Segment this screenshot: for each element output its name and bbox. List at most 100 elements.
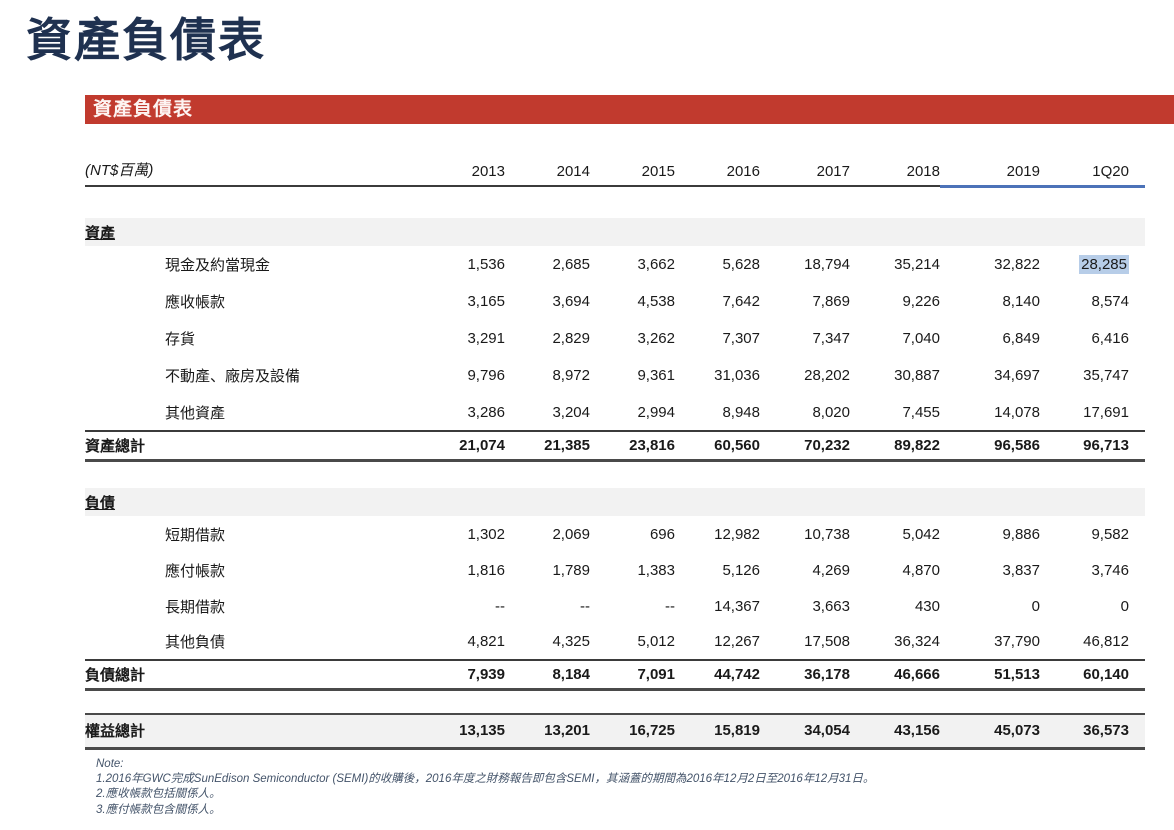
cell: 2,829 — [552, 330, 590, 347]
cell: 3,694 — [552, 293, 590, 310]
cell: 60,560 — [675, 431, 760, 462]
table-header-row: (NT$百萬) 2013 2014 2015 2016 2017 2018 20… — [85, 150, 1145, 188]
cell: 28,202 — [804, 367, 850, 384]
total-row-label: 資產總計 — [85, 431, 420, 462]
cell: 1,816 — [467, 561, 505, 579]
row-label: 短期借款 — [165, 526, 226, 544]
cell: 7,869 — [812, 293, 850, 310]
cell: 4,870 — [902, 561, 940, 579]
cell: 46,666 — [850, 660, 940, 691]
balance-sheet-table-wrap: (NT$百萬) 2013 2014 2015 2016 2017 2018 20… — [85, 150, 1145, 750]
cell: 10,738 — [804, 525, 850, 543]
cell: 96,586 — [940, 431, 1040, 462]
table-row: 存貨 3,291 2,829 3,262 7,307 7,347 7,040 6… — [85, 320, 1145, 357]
row-label: 應收帳款 — [165, 294, 226, 311]
spacer-row — [85, 186, 1145, 218]
footnote-heading: Note: — [96, 758, 124, 770]
row-label: 現金及約當現金 — [165, 257, 271, 274]
cell: 30,887 — [894, 367, 940, 384]
cell: 13,135 — [420, 713, 505, 750]
cell: 44,742 — [675, 660, 760, 691]
table-row: 應付帳款 1,816 1,789 1,383 5,126 4,269 4,870… — [85, 552, 1145, 588]
section-header-liabilities-label: 負債 — [85, 494, 116, 512]
cell: 5,126 — [722, 561, 760, 579]
cell: 8,948 — [675, 394, 760, 432]
cell: 43,156 — [850, 713, 940, 750]
table-row: 現金及約當現金 1,536 2,685 3,662 5,628 18,794 3… — [85, 246, 1145, 283]
cell: 0 — [1031, 597, 1040, 615]
table-row: 其他負債 4,821 4,325 5,012 12,267 17,508 36,… — [85, 624, 1145, 661]
cell: 4,538 — [637, 293, 675, 310]
cell: 4,821 — [420, 624, 505, 661]
section-banner: 資產負債表 — [85, 95, 1174, 124]
cell: 45,073 — [940, 713, 1040, 750]
cell: 8,140 — [1002, 293, 1040, 310]
cell: 7,307 — [722, 330, 760, 347]
cell: 8,184 — [505, 660, 590, 691]
cell: 5,628 — [722, 256, 760, 273]
cell: -- — [665, 597, 675, 615]
cell: 3,746 — [1091, 561, 1129, 579]
cell: 5,042 — [902, 525, 940, 543]
cell: 17,691 — [1040, 394, 1145, 432]
total-row-equity: 權益總計 13,135 13,201 16,725 15,819 34,054 … — [85, 713, 1145, 750]
cell: 21,385 — [505, 431, 590, 462]
cell: 36,324 — [850, 624, 940, 661]
footnote-item: 1.2016年GWC完成SunEdison Semiconductor (SEM… — [96, 773, 875, 786]
cell: 9,361 — [637, 367, 675, 384]
cell: 9,796 — [467, 367, 505, 384]
cell: 3,165 — [467, 293, 505, 310]
cell: 15,819 — [675, 713, 760, 750]
column-header-1q20: 1Q20 — [1040, 150, 1145, 188]
cell: 2,994 — [590, 394, 675, 432]
cell: 9,226 — [902, 293, 940, 310]
column-header-2017: 2017 — [760, 150, 850, 187]
cell: 0 — [1120, 597, 1129, 615]
total-row-assets: 資產總計 21,074 21,385 23,816 60,560 70,232 … — [85, 431, 1145, 462]
unit-label: (NT$百萬) — [85, 150, 420, 187]
total-row-label: 負債總計 — [85, 660, 420, 691]
section-header-assets: 資產 — [85, 218, 1145, 246]
cell: 21,074 — [420, 431, 505, 462]
cell: 7,040 — [902, 330, 940, 347]
cell: 34,697 — [994, 367, 1040, 384]
section-header-liabilities: 負債 — [85, 488, 1145, 516]
cell: 8,574 — [1091, 293, 1129, 310]
cell: 3,286 — [420, 394, 505, 432]
row-label: 長期借款 — [165, 598, 226, 616]
table-row: 其他資產 3,286 3,204 2,994 8,948 8,020 7,455… — [85, 394, 1145, 432]
cell: 36,178 — [760, 660, 850, 691]
cell: 14,367 — [714, 597, 760, 615]
cell: 9,886 — [1002, 525, 1040, 543]
cell: 1,536 — [467, 256, 505, 273]
cell: -- — [580, 597, 590, 615]
cell: 6,849 — [1002, 330, 1040, 347]
column-header-2018: 2018 — [850, 150, 940, 187]
section-banner-label: 資產負債表 — [93, 99, 194, 120]
table-row: 長期借款 -- -- -- 14,367 3,663 430 0 0 — [85, 588, 1145, 624]
cell: 5,012 — [590, 624, 675, 661]
balance-sheet-table: (NT$百萬) 2013 2014 2015 2016 2017 2018 20… — [85, 150, 1145, 750]
column-header-2019: 2019 — [940, 150, 1040, 188]
total-row-label: 權益總計 — [85, 713, 420, 750]
cell: 14,078 — [940, 394, 1040, 432]
row-label: 其他資產 — [85, 394, 420, 432]
cell: 3,204 — [505, 394, 590, 432]
footnote-item: 2.應收帳款包括關係人。 — [96, 788, 221, 801]
page-title: 資產負債表 — [26, 14, 266, 66]
cell: 46,812 — [1040, 624, 1145, 661]
cell: 36,573 — [1040, 713, 1145, 750]
cell: 4,269 — [812, 561, 850, 579]
cell: 1,789 — [552, 561, 590, 579]
table-row: 不動產、廠房及設備 9,796 8,972 9,361 31,036 28,20… — [85, 357, 1145, 394]
cell: 60,140 — [1040, 660, 1145, 691]
row-label: 存貨 — [165, 331, 196, 348]
cell: 23,816 — [590, 431, 675, 462]
cell: 3,662 — [637, 256, 675, 273]
cell: 12,267 — [675, 624, 760, 661]
cell: 9,582 — [1091, 525, 1129, 543]
cell: 8,020 — [760, 394, 850, 432]
footnote-item: 3.應付帳款包含關係人。 — [96, 803, 221, 816]
section-header-assets-label: 資產 — [85, 224, 116, 242]
cell: 2,685 — [552, 256, 590, 273]
